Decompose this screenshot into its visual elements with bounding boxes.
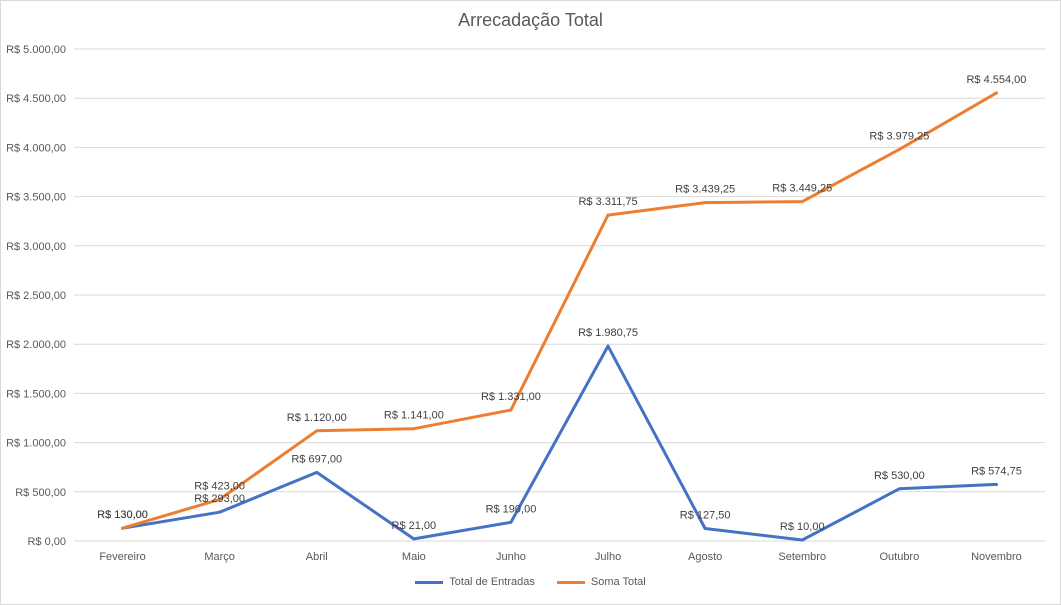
x-tick-label: Julho bbox=[595, 551, 621, 563]
series-line-soma-total bbox=[121, 91, 998, 530]
data-point-total-de-entradas bbox=[509, 520, 513, 524]
gridlines bbox=[74, 48, 1045, 542]
legend-label-soma-total: Soma Total bbox=[590, 576, 646, 588]
data-point-soma-total bbox=[509, 408, 513, 412]
y-tick-label: R$ 500,00 bbox=[15, 487, 66, 499]
x-tick-label: Agosto bbox=[688, 551, 722, 563]
data-label-soma-total: R$ 4.554,00 bbox=[966, 74, 1026, 86]
x-tick-label: Setembro bbox=[778, 551, 826, 563]
legend-item-total-entradas[interactable]: Total de Entradas bbox=[415, 576, 535, 588]
y-tick-label: R$ 1.000,00 bbox=[6, 438, 66, 450]
data-point-soma-total bbox=[897, 147, 901, 151]
data-point-soma-total bbox=[218, 497, 222, 501]
data-point-total-de-entradas bbox=[218, 510, 222, 514]
data-point-soma-total bbox=[800, 200, 804, 204]
data-label-soma-total: R$ 130,00 bbox=[97, 509, 148, 521]
data-point-soma-total bbox=[412, 427, 416, 431]
y-tick-label: R$ 4.500,00 bbox=[6, 93, 66, 105]
data-label-total-de-entradas: R$ 10,00 bbox=[780, 521, 825, 533]
x-tick-label: Abril bbox=[306, 551, 328, 563]
data-point-total-de-entradas bbox=[703, 526, 707, 530]
y-tick-label: R$ 4.000,00 bbox=[6, 142, 66, 154]
data-label-total-de-entradas: R$ 21,00 bbox=[392, 520, 437, 532]
data-point-total-de-entradas bbox=[800, 538, 804, 542]
x-tick-label: Novembro bbox=[971, 551, 1022, 563]
chart-title: Arrecadação Total bbox=[458, 10, 603, 30]
data-point-soma-total bbox=[121, 526, 125, 530]
data-label-total-de-entradas: R$ 293,00 bbox=[194, 493, 245, 505]
data-label-soma-total: R$ 3.449,25 bbox=[772, 183, 832, 195]
data-label-total-de-entradas: R$ 1.980,75 bbox=[578, 327, 638, 339]
y-axis: R$ 0,00 R$ 500,00 R$ 1.000,00 R$ 1.500,00 R$… bbox=[6, 44, 66, 548]
legend-swatch-soma-total bbox=[556, 580, 585, 584]
data-label-total-de-entradas: R$ 530,00 bbox=[874, 470, 925, 482]
series-line-total-de-entradas bbox=[121, 344, 998, 542]
y-tick-label: R$ 2.500,00 bbox=[6, 290, 66, 302]
x-axis: Fevereiro Março Abril Maio Junho Julho Agosto S… bbox=[99, 551, 1022, 563]
legend-swatch-total-entradas bbox=[415, 580, 444, 584]
x-tick-label: Maio bbox=[402, 551, 426, 563]
data-label-total-de-entradas: R$ 697,00 bbox=[291, 453, 342, 465]
data-label-total-de-entradas: R$ 190,00 bbox=[486, 503, 537, 515]
legend-label-total-entradas: Total de Entradas bbox=[449, 576, 535, 588]
y-tick-label: R$ 3.000,00 bbox=[6, 241, 66, 253]
data-label-soma-total: R$ 3.311,75 bbox=[578, 196, 637, 208]
x-tick-label: Outubro bbox=[879, 551, 919, 563]
data-label-total-de-entradas: R$ 130,00 bbox=[97, 509, 148, 521]
y-tick-label: R$ 3.500,00 bbox=[6, 192, 66, 204]
data-point-soma-total bbox=[606, 213, 610, 217]
data-label-soma-total: R$ 1.331,00 bbox=[481, 391, 541, 403]
x-tick-label: Junho bbox=[496, 551, 526, 563]
data-point-total-de-entradas bbox=[606, 344, 610, 348]
data-point-soma-total bbox=[315, 429, 319, 433]
legend-item-soma-total[interactable]: Soma Total bbox=[556, 576, 646, 588]
y-tick-label: R$ 2.000,00 bbox=[6, 339, 66, 351]
data-label-soma-total: R$ 3.979,25 bbox=[869, 130, 929, 142]
data-point-total-de-entradas bbox=[315, 470, 319, 474]
y-tick-label: R$ 5.000,00 bbox=[6, 44, 66, 56]
y-tick-label: R$ 1.500,00 bbox=[6, 388, 66, 400]
legend: Total de Entradas Soma Total bbox=[0, 576, 1061, 588]
y-tick-label: R$ 0,00 bbox=[27, 536, 66, 548]
data-label-soma-total: R$ 1.120,00 bbox=[287, 412, 347, 424]
series-lines bbox=[121, 91, 998, 542]
data-point-total-de-entradas bbox=[994, 482, 998, 486]
data-point-soma-total bbox=[994, 91, 998, 95]
x-tick-label: Fevereiro bbox=[99, 551, 145, 563]
x-tick-label: Março bbox=[204, 551, 235, 563]
data-point-total-de-entradas bbox=[897, 487, 901, 491]
data-label-total-de-entradas: R$ 127,50 bbox=[680, 509, 731, 521]
data-label-soma-total: R$ 1.141,00 bbox=[384, 410, 444, 422]
data-label-soma-total: R$ 3.439,25 bbox=[675, 184, 735, 196]
data-point-total-de-entradas bbox=[412, 537, 416, 541]
data-label-total-de-entradas: R$ 574,75 bbox=[971, 465, 1022, 477]
data-label-soma-total: R$ 423,00 bbox=[194, 480, 245, 492]
data-point-soma-total bbox=[703, 201, 707, 205]
data-labels: R$ 130,00 R$ 293,00 R$ 697,00 R$ 21,00 R$ 19… bbox=[97, 74, 1026, 533]
